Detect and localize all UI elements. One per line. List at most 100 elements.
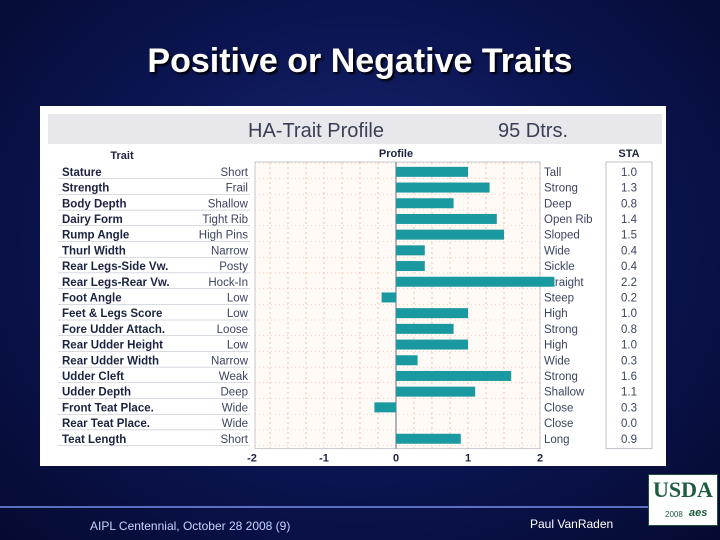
trait-low-label: Narrow [211,245,249,257]
trait-name-label: Body Depth [62,198,127,210]
trait-low-label: Narrow [211,355,249,367]
trait-sta-value: 1.4 [621,214,638,226]
trait-bar [381,292,396,303]
trait-bar [396,355,418,366]
trait-bar [396,182,490,193]
trait-low-label: Low [227,340,249,352]
trait-name-label: Feet & Legs Score [62,308,162,320]
trait-bar [396,166,468,177]
trait-bar [396,245,425,256]
trait-high-label: Strong [544,371,578,383]
trait-low-label: Posty [219,261,248,273]
trait-sta-value: 0.4 [621,261,638,273]
trait-low-label: Hock-In [208,277,248,289]
chart-header-bg [48,114,662,144]
trait-low-label: Loose [217,324,248,336]
trait-sta-value: 1.6 [621,371,637,383]
trait-sta-value: 0.0 [621,418,637,430]
footer-author: Paul VanRaden [530,517,614,531]
trait-high-label: Strong [544,324,578,336]
footer-divider [0,506,650,508]
trait-profile-chart: HA-Trait Profile 95 Dtrs. Trait Profile STA S… [48,114,662,465]
trait-name-label: Rear Legs-Rear Vw. [62,277,170,289]
trait-name-label: Foot Angle [62,292,122,304]
usda-logo-sub: aes [689,507,708,519]
trait-name-label: Udder Cleft [62,371,124,383]
trait-high-label: High [544,308,568,320]
trait-bar [396,213,497,224]
trait-high-label: Long [544,434,570,446]
trait-sta-value: 0.4 [621,245,638,257]
trait-sta-value: 0.8 [621,324,637,336]
trait-low-label: Low [227,292,249,304]
footer-event-text: AIPL Centennial, October 28 2008 (9) [90,519,291,533]
sta-column-box [605,161,653,450]
column-header-trait: Trait [110,150,134,162]
trait-bar [396,339,468,350]
trait-low-label: Wide [222,418,248,430]
trait-name-label: Rear Teat Place. [62,418,150,430]
trait-bar [396,370,512,381]
trait-low-label: Deep [221,387,249,399]
x-tick-label: 2 [537,453,543,465]
trait-name-label: Front Teat Place. [62,402,154,414]
x-tick-label: -1 [319,453,329,465]
trait-name-label: Thurl Width [62,245,126,257]
trait-high-label: Wide [544,355,570,367]
trait-low-label: High Pins [199,230,248,242]
trait-name-label: Rump Angle [62,230,129,242]
trait-high-label: High [544,340,568,352]
trait-name-label: Udder Depth [62,387,131,399]
trait-name-label: Rear Legs-Side Vw. [62,261,168,273]
slide-title: Positive or Negative Traits [147,42,573,80]
trait-bar [396,276,555,287]
trait-low-label: Shallow [208,198,249,210]
x-tick-label: -2 [247,453,257,465]
trait-high-label: Open Rib [544,214,593,226]
trait-sta-value: 0.8 [621,198,637,210]
trait-name-label: Teat Length [62,434,126,446]
chart-subtitle: 95 Dtrs. [498,120,568,142]
trait-low-label: Frail [226,183,248,195]
trait-profile-panel: HA-Trait Profile 95 Dtrs. Trait Profile STA S… [40,106,666,466]
trait-sta-value: 0.3 [621,402,637,414]
x-tick-label: 0 [393,453,399,465]
usda-logo-year: 2008 [665,510,683,519]
trait-low-label: Weak [219,371,248,383]
usda-logo: USDA 2008 aes [648,474,718,526]
trait-high-label: Sickle [544,261,575,273]
trait-bar [396,323,454,334]
plot-area [254,161,541,450]
trait-name-label: Stature [62,167,102,179]
trait-bar [396,433,461,444]
trait-high-label: Close [544,418,573,430]
trait-low-label: Low [227,308,249,320]
trait-high-label: Sloped [544,230,580,242]
trait-sta-value: 1.3 [621,183,637,195]
chart-title: HA-Trait Profile [248,120,384,142]
trait-low-label: Short [221,434,249,446]
trait-bar [396,386,476,397]
trait-sta-value: 1.1 [621,387,637,399]
trait-sta-value: 2.2 [621,277,637,289]
trait-sta-value: 1.0 [621,340,637,352]
trait-bar [396,261,425,272]
trait-name-label: Fore Udder Attach. [62,324,165,336]
trait-high-label: Close [544,402,573,414]
trait-sta-value: 0.2 [621,292,637,304]
trait-sta-value: 1.0 [621,167,637,179]
trait-low-label: Wide [222,402,248,414]
trait-bar [374,402,396,413]
trait-sta-value: 1.0 [621,308,637,320]
trait-name-label: Rear Udder Height [62,340,163,352]
trait-name-label: Rear Udder Width [62,355,159,367]
usda-logo-text: USDA [653,477,713,502]
trait-name-label: Dairy Form [62,214,123,226]
column-header-profile: Profile [379,148,413,160]
trait-high-label: Shallow [544,387,585,399]
trait-low-label: Short [221,167,249,179]
trait-name-label: Strength [62,183,109,195]
trait-low-label: Tight Rib [202,214,248,226]
trait-high-label: Strong [544,183,578,195]
trait-sta-value: 0.9 [621,434,637,446]
